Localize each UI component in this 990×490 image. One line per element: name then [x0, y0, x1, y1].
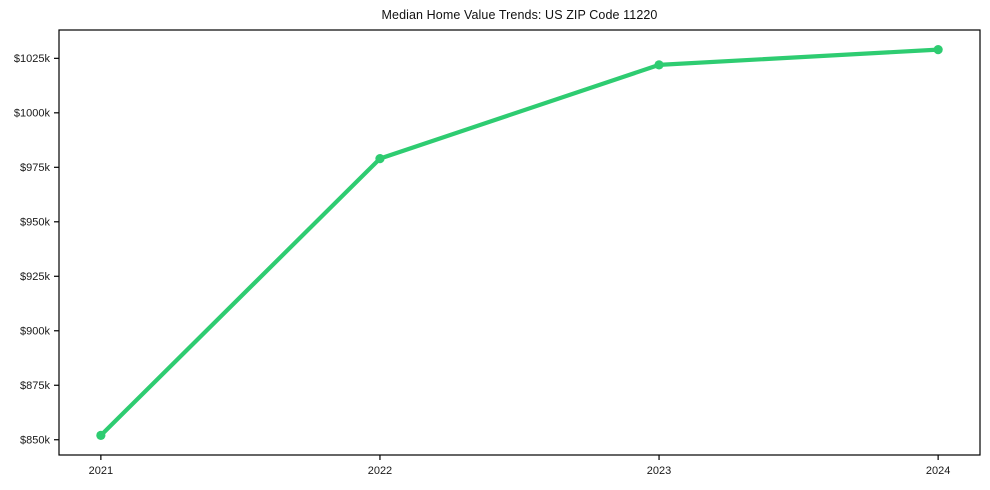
data-point-marker	[654, 60, 664, 70]
y-tick-label: $925k	[20, 271, 50, 283]
y-tick-label: $850k	[20, 435, 50, 447]
x-tick-label: 2022	[368, 465, 392, 477]
x-tick-label: 2024	[926, 465, 950, 477]
y-tick-label: $875k	[20, 380, 50, 392]
x-tick-label: 2023	[647, 465, 671, 477]
y-tick-label: $950k	[20, 217, 50, 229]
plot-border	[58, 29, 981, 456]
y-tick-label: $900k	[20, 326, 50, 338]
y-tick-label: $1025k	[14, 53, 51, 65]
y-tick-label: $1000k	[14, 108, 51, 120]
chart-title: Median Home Value Trends: US ZIP Code 11…	[381, 8, 658, 22]
x-tick-label: 2021	[89, 465, 113, 477]
data-point-marker	[96, 430, 106, 440]
y-tick-label: $975k	[20, 162, 50, 174]
data-point-marker	[933, 45, 943, 55]
data-point-marker	[375, 153, 385, 164]
trend-line	[98, 47, 941, 438]
